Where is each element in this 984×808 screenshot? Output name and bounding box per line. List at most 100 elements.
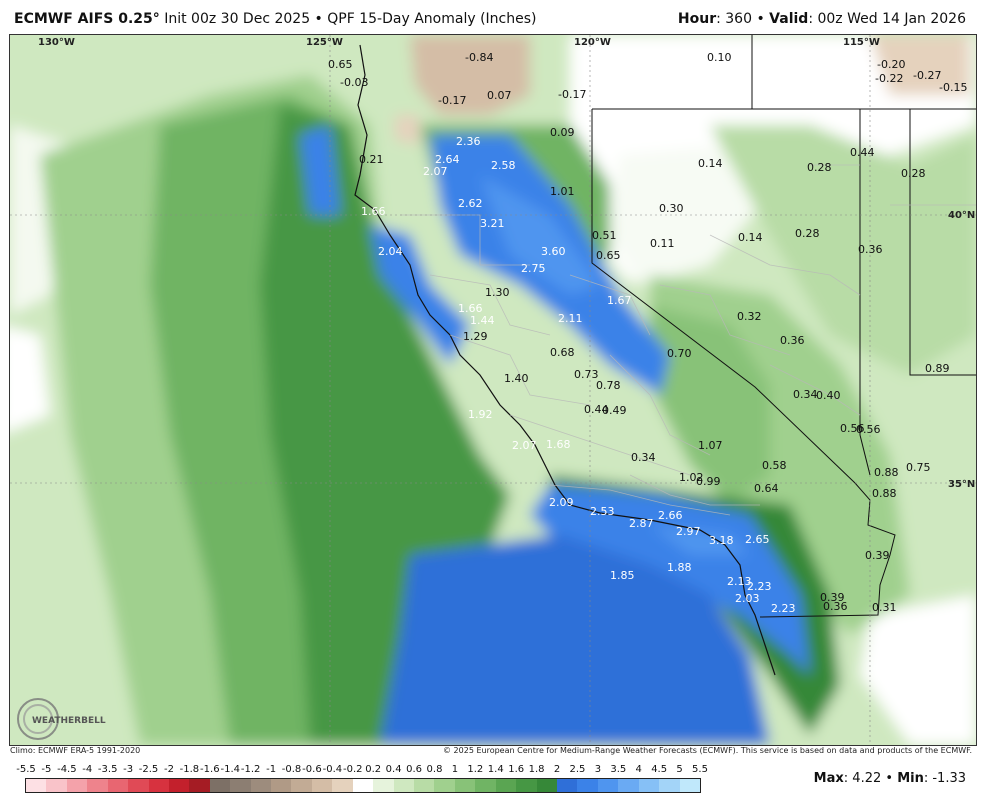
scale-label: 2 — [553, 764, 561, 775]
scale-swatch — [352, 779, 374, 792]
scale-label: 0.8 — [426, 764, 443, 775]
anomaly-value: 0.56 — [856, 423, 881, 436]
header: ECMWF AIFS 0.25° Init 00z 30 Dec 2025 • … — [0, 0, 984, 34]
scale-label: -1.2 — [240, 764, 261, 775]
anomaly-value: 3.21 — [480, 217, 505, 230]
anomaly-value: 1.40 — [504, 372, 529, 385]
anomaly-map: 130°W 125°W 120°W 115°W 40°N 35°N 0.65 -0… — [10, 35, 976, 745]
logo-text: WEATHERBELL — [32, 716, 106, 726]
model-name: ECMWF AIFS 0.25 — [14, 11, 153, 27]
scale-swatch — [536, 779, 557, 792]
lat-label: 35°N — [948, 479, 975, 490]
anomaly-value: 2.07 — [512, 439, 537, 452]
anomaly-value: 0.31 — [872, 601, 897, 614]
anomaly-value: 0.75 — [906, 461, 931, 474]
max-label: Max — [813, 771, 844, 786]
graticule — [10, 35, 976, 745]
anomaly-value: 1.66 — [458, 302, 483, 315]
anomaly-value: 0.36 — [858, 243, 883, 256]
anomaly-value: -0.17 — [438, 94, 466, 107]
anomaly-value: 2.13 — [727, 575, 752, 588]
anomaly-value: 2.36 — [456, 135, 481, 148]
anomaly-value: 0.10 — [707, 51, 732, 64]
scale-bar — [25, 778, 701, 793]
anomaly-value: 2.03 — [735, 592, 760, 605]
climo-credit: Climo: ECMWF ERA-5 1991-2020 — [10, 746, 141, 755]
anomaly-value: 0.40 — [816, 389, 841, 402]
scale-swatch — [679, 779, 700, 792]
anomaly-shading — [10, 35, 976, 745]
anomaly-value: 0.49 — [602, 404, 627, 417]
anomaly-value: 0.36 — [823, 600, 848, 613]
scale-label: 0.6 — [406, 764, 422, 775]
scale-label: -0.2 — [343, 764, 363, 775]
anomaly-value: 0.64 — [754, 482, 779, 495]
anomaly-value: 1.02 — [679, 471, 704, 484]
state-borders — [591, 35, 976, 618]
value-labels: 0.65-0.03-0.84-0.17 0.07 -0.170.10-0.20-0.… — [328, 51, 967, 615]
anomaly-value: 1.07 — [698, 439, 723, 452]
anomaly-value: 2.58 — [491, 159, 516, 172]
scale-swatch — [26, 779, 47, 792]
scale-swatch — [556, 779, 578, 792]
scale-label: -1 — [266, 764, 277, 775]
anomaly-value: 1.85 — [610, 569, 635, 582]
anomaly-value: 0.78 — [596, 379, 621, 392]
anomaly-value: 0.89 — [925, 362, 950, 375]
anomaly-value: 0.88 — [872, 487, 897, 500]
scale-label: 1.2 — [467, 764, 484, 775]
anomaly-value: 1.88 — [667, 561, 692, 574]
anomaly-value: 0.34 — [631, 451, 656, 464]
scale-swatch — [250, 779, 272, 792]
scale-swatch — [271, 779, 292, 792]
anomaly-value: 3.60 — [541, 245, 566, 258]
anomaly-value: 2.53 — [590, 505, 615, 518]
separator: • — [310, 11, 328, 27]
scale-label: 5.5 — [692, 764, 708, 775]
scale-label: 4 — [635, 764, 642, 775]
anomaly-value: 1.30 — [485, 286, 510, 299]
scale-swatch — [495, 779, 517, 792]
lat-label: 40°N — [948, 210, 975, 221]
anomaly-value: 0.21 — [359, 153, 384, 166]
coastline — [354, 44, 776, 676]
anomaly-value: 2.66 — [658, 509, 683, 522]
valid-time: Hour: 360 • Valid: 00z Wed 14 Jan 2026 — [678, 11, 966, 27]
scale-swatch — [516, 779, 537, 792]
scale-swatch — [291, 779, 312, 792]
anomaly-value: 0.14 — [698, 157, 723, 170]
separator: • — [752, 11, 770, 27]
anomaly-value: 0.30 — [659, 202, 684, 215]
anomaly-value: -0.84 — [465, 51, 493, 64]
scale-swatch — [393, 779, 415, 792]
degree-mark: ° — [152, 11, 160, 27]
hour-label: Hour — [677, 11, 717, 27]
anomaly-value: 0.07 — [487, 89, 512, 102]
anomaly-value: 1.92 — [468, 408, 493, 421]
scale-swatch — [597, 779, 619, 792]
scale-label: -0.8 — [281, 764, 302, 775]
anomaly-value: 2.64 — [435, 153, 460, 166]
scale-swatch — [311, 779, 333, 792]
anomaly-value: 2.65 — [745, 533, 770, 546]
scale-swatch — [107, 779, 129, 792]
scale-label: 1.4 — [487, 764, 504, 775]
scale-swatch — [434, 779, 455, 792]
scale-swatch — [66, 779, 88, 792]
anomaly-value: 0.65 — [596, 249, 621, 262]
max-min-stats: Max: 4.22 • Min: -1.33 — [813, 771, 966, 786]
max-value: : 4.22 — [843, 771, 882, 786]
anomaly-value: 1.66 — [361, 205, 386, 218]
scale-swatch — [46, 779, 67, 792]
anomaly-value: -0.20 — [877, 58, 905, 71]
anomaly-value: 0.11 — [650, 237, 675, 250]
lon-label: 120°W — [574, 37, 611, 48]
anomaly-value: 2.62 — [458, 197, 483, 210]
anomaly-value: 0.44 — [850, 146, 875, 159]
scale-swatch — [373, 779, 394, 792]
anomaly-value: 3.18 — [709, 534, 734, 547]
scale-swatch — [618, 779, 639, 792]
anomaly-value: 0.99 — [696, 475, 721, 488]
anomaly-value: 1.01 — [550, 185, 575, 198]
scale-label: -2.5 — [138, 764, 159, 775]
